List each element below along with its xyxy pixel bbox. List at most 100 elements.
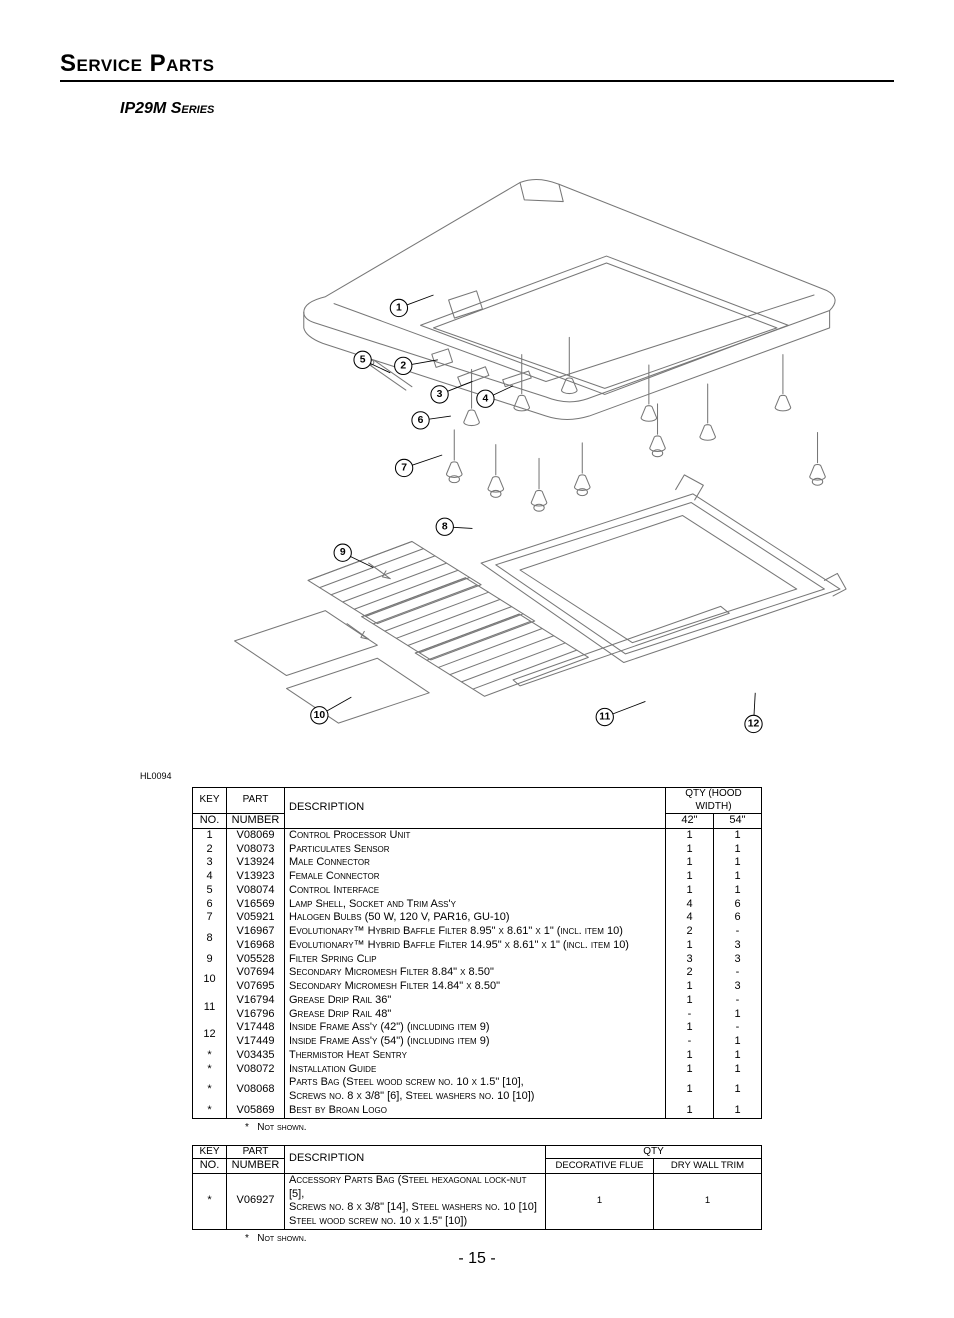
cell-key: * bbox=[193, 1063, 227, 1077]
cell-desc: Control Interface bbox=[285, 884, 666, 898]
cell-qty-b: 1 bbox=[714, 870, 762, 884]
svg-text:4: 4 bbox=[483, 393, 489, 404]
t1-h-qty-b: 54" bbox=[714, 814, 762, 829]
cell-part: V08069 bbox=[227, 828, 285, 842]
cell-desc: Installation Guide bbox=[285, 1063, 666, 1077]
cell-qty-b: 6 bbox=[714, 911, 762, 925]
cell-key: 3 bbox=[193, 856, 227, 870]
cell-qty-b: 1 bbox=[714, 1063, 762, 1077]
cell-key: 7 bbox=[193, 911, 227, 925]
cell-qty-b: 6 bbox=[714, 898, 762, 912]
cell-qty-a: - bbox=[666, 1035, 714, 1049]
cell-qty-a: 4 bbox=[666, 898, 714, 912]
exploded-diagram: 125346789101112 bbox=[140, 122, 834, 767]
footnote-text: Not shown. bbox=[257, 1122, 306, 1133]
diagram-code: HL0094 bbox=[140, 771, 894, 781]
cell-qty-a: 1 bbox=[666, 828, 714, 842]
cell-desc: Secondary Micromesh Filter 8.84" x 8.50" bbox=[285, 966, 666, 980]
t2-h-key-top: KEY bbox=[193, 1145, 227, 1159]
t1-h-desc: DESCRIPTION bbox=[285, 788, 666, 829]
cell-qty-b: - bbox=[714, 1021, 762, 1035]
cell-qty-b: 1 bbox=[714, 843, 762, 857]
cell-qty-a: 1 bbox=[666, 1104, 714, 1118]
cell-key: 5 bbox=[193, 884, 227, 898]
table-row: *V08072Installation Guide11 bbox=[193, 1063, 762, 1077]
cell-desc: Particulates Sensor bbox=[285, 843, 666, 857]
t2-h-qty-b: DRY WALL TRIM bbox=[654, 1159, 762, 1174]
cell-qty-a: 1 bbox=[666, 939, 714, 953]
cell-part: V13924 bbox=[227, 856, 285, 870]
cell-qty-a: 1 bbox=[666, 856, 714, 870]
cell-key: 12 bbox=[193, 1021, 227, 1049]
cell-part: V08072 bbox=[227, 1063, 285, 1077]
cell-part: V17449 bbox=[227, 1035, 285, 1049]
svg-text:6: 6 bbox=[418, 415, 424, 426]
cell-part: V07695 bbox=[227, 980, 285, 994]
t2-h-key-bot: NO. bbox=[193, 1159, 227, 1174]
cell-qty-b: 1 bbox=[654, 1173, 762, 1229]
cell-desc: Parts Bag (Steel wood screw no. 10 x 1.5… bbox=[285, 1076, 666, 1104]
t2-h-desc: DESCRIPTION bbox=[285, 1145, 546, 1173]
cell-key: 10 bbox=[193, 966, 227, 994]
cell-desc: Inside Frame Ass'y (42") (including item… bbox=[285, 1021, 666, 1035]
cell-qty-b: 1 bbox=[714, 1035, 762, 1049]
cell-part: V05528 bbox=[227, 953, 285, 967]
cell-desc: Thermistor Heat Sentry bbox=[285, 1049, 666, 1063]
cell-key: * bbox=[193, 1104, 227, 1118]
t1-h-qty-group: QTY (HOOD WIDTH) bbox=[666, 788, 762, 814]
cell-part: V06927 bbox=[227, 1173, 285, 1229]
table-row: V07695Secondary Micromesh Filter 14.84" … bbox=[193, 980, 762, 994]
cell-desc: Female Connector bbox=[285, 870, 666, 884]
table-row: V16968Evolutionary™ Hybrid Baffle Filter… bbox=[193, 939, 762, 953]
cell-desc: Best by Broan Logo bbox=[285, 1104, 666, 1118]
cell-qty-b: 1 bbox=[714, 828, 762, 842]
svg-text:1: 1 bbox=[396, 302, 402, 313]
cell-qty-b: - bbox=[714, 925, 762, 939]
cell-part: V16968 bbox=[227, 939, 285, 953]
cell-key: 11 bbox=[193, 994, 227, 1022]
footnote-1: * Not shown. bbox=[245, 1122, 894, 1133]
svg-text:8: 8 bbox=[442, 521, 448, 532]
cell-desc: Grease Drip Rail 48" bbox=[285, 1008, 666, 1022]
t1-h-part-bot: NUMBER bbox=[227, 814, 285, 829]
cell-part: V05921 bbox=[227, 911, 285, 925]
table-row: 11V16794Grease Drip Rail 36"1- bbox=[193, 994, 762, 1008]
cell-part: V17448 bbox=[227, 1021, 285, 1035]
table-row: 7V05921Halogen Bulbs (50 W, 120 V, PAR16… bbox=[193, 911, 762, 925]
cell-qty-b: 1 bbox=[714, 1104, 762, 1118]
cell-part: V08073 bbox=[227, 843, 285, 857]
parts-table-2: KEY PART DESCRIPTION QTY NO. NUMBER DECO… bbox=[192, 1145, 762, 1230]
cell-key: * bbox=[193, 1173, 227, 1229]
table-row: 4V13923Female Connector11 bbox=[193, 870, 762, 884]
cell-part: V05869 bbox=[227, 1104, 285, 1118]
table-row: *V03435Thermistor Heat Sentry11 bbox=[193, 1049, 762, 1063]
table-row: *V05869Best by Broan Logo11 bbox=[193, 1104, 762, 1118]
cell-desc: Secondary Micromesh Filter 14.84" x 8.50… bbox=[285, 980, 666, 994]
cell-desc: Male Connector bbox=[285, 856, 666, 870]
footnote-2: * Not shown. bbox=[245, 1233, 894, 1244]
t2-h-part-top: PART bbox=[227, 1145, 285, 1159]
cell-qty-b: - bbox=[714, 966, 762, 980]
svg-text:9: 9 bbox=[340, 547, 346, 558]
svg-text:7: 7 bbox=[401, 462, 407, 473]
table-row: 6V16569Lamp Shell, Socket and Trim Ass'y… bbox=[193, 898, 762, 912]
svg-text:12: 12 bbox=[748, 718, 760, 729]
cell-key: 4 bbox=[193, 870, 227, 884]
table-row: 8V16967Evolutionary™ Hybrid Baffle Filte… bbox=[193, 925, 762, 939]
table-row: V17449Inside Frame Ass'y (54") (includin… bbox=[193, 1035, 762, 1049]
t1-h-qty-a: 42" bbox=[666, 814, 714, 829]
cell-desc: Accessory Parts Bag (Steel hexagonal loc… bbox=[285, 1173, 546, 1229]
table-row: 2V08073Particulates Sensor11 bbox=[193, 843, 762, 857]
cell-qty-b: 1 bbox=[714, 1049, 762, 1063]
table-row: 12V17448Inside Frame Ass'y (42") (includ… bbox=[193, 1021, 762, 1035]
cell-qty-b: 1 bbox=[714, 884, 762, 898]
svg-text:5: 5 bbox=[360, 354, 366, 365]
t1-h-part-top: PART bbox=[227, 788, 285, 814]
cell-key: 1 bbox=[193, 828, 227, 842]
cell-part: V07694 bbox=[227, 966, 285, 980]
svg-text:11: 11 bbox=[599, 712, 610, 723]
cell-desc: Control Processor Unit bbox=[285, 828, 666, 842]
cell-qty-b: 3 bbox=[714, 953, 762, 967]
cell-qty-a: 1 bbox=[666, 870, 714, 884]
svg-text:2: 2 bbox=[400, 360, 406, 371]
